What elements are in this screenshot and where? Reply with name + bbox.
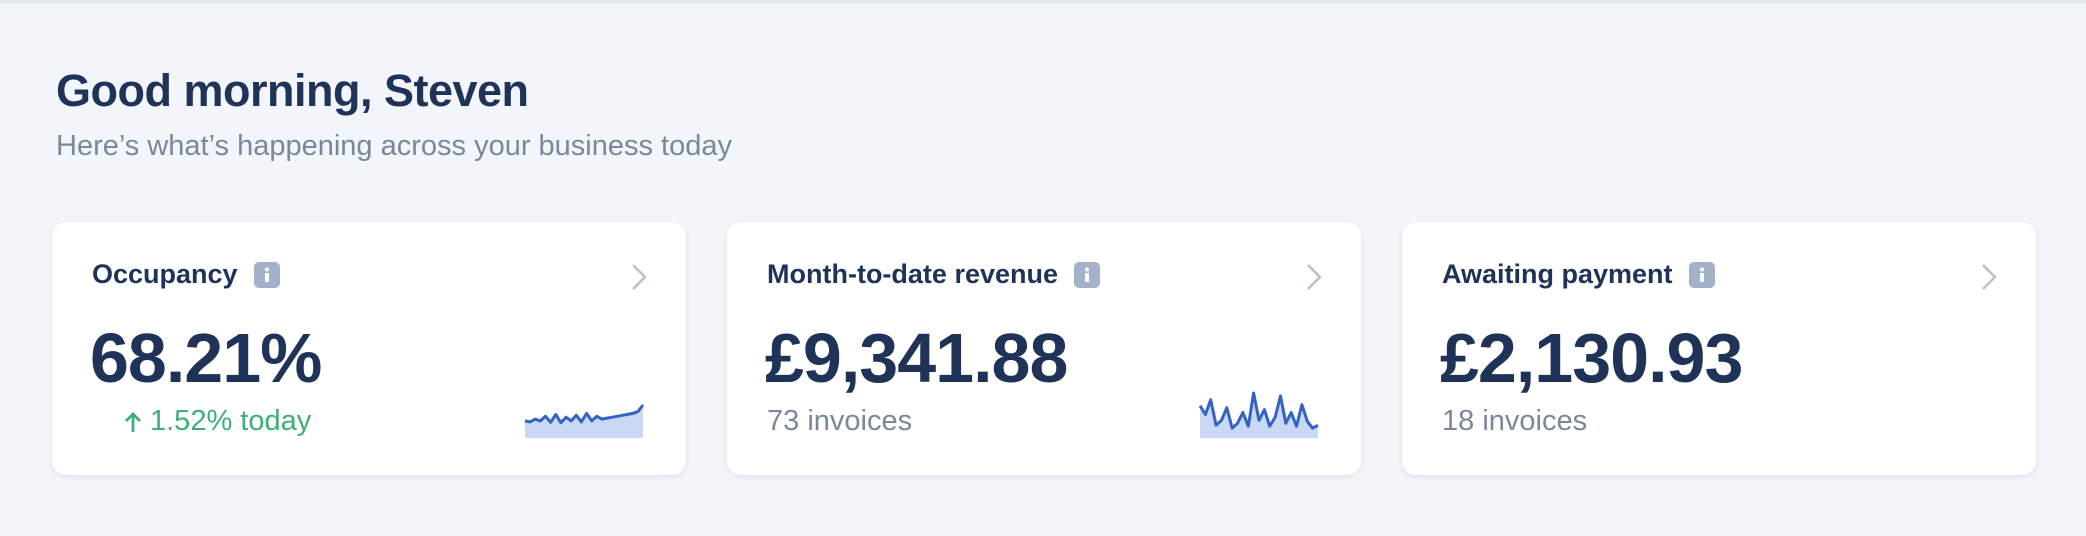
info-icon[interactable] (1074, 261, 1101, 288)
card-label: Month-to-date revenue (767, 259, 1059, 289)
card-value: £9,341.88 (765, 319, 1068, 397)
metric-card[interactable]: Occupancy 68.21% 1.52% today (52, 222, 686, 475)
card-value: £2,130.93 (1440, 319, 1743, 397)
sparkline-area (1200, 393, 1318, 438)
metric-card[interactable]: Month-to-date revenue £9,341.88 73 invoi… (727, 222, 1361, 475)
info-icon[interactable] (253, 261, 280, 288)
greeting-subtitle: Here’s what’s happening across your busi… (56, 130, 732, 162)
card-header: Month-to-date revenue (767, 259, 1101, 290)
card-label: Awaiting payment (1442, 259, 1673, 289)
sparkline (1198, 391, 1319, 438)
sparkline-line (1198, 391, 1319, 430)
greeting-title: Good morning, Steven (56, 65, 529, 116)
card-header: Awaiting payment (1442, 259, 1715, 290)
change-text: 1.52% today (150, 405, 312, 437)
card-detail: 73 invoices (767, 405, 913, 437)
info-icon[interactable] (1688, 261, 1715, 288)
chevron[interactable] (1980, 262, 1998, 292)
chevron[interactable] (630, 262, 648, 292)
sparkline (524, 404, 645, 438)
card-label: Occupancy (92, 259, 238, 289)
card-detail: 1.52% today (124, 405, 311, 438)
card-header: Occupancy (92, 259, 280, 290)
metric-card[interactable]: Awaiting payment £2,130.93 18 invoices (1402, 222, 2036, 475)
sparkline-area (525, 405, 643, 438)
chevron[interactable] (1305, 262, 1323, 292)
up-arrow (125, 411, 141, 432)
card-value: 68.21% (90, 319, 322, 397)
sparkline-line (524, 404, 645, 425)
card-detail: 18 invoices (1442, 405, 1588, 437)
